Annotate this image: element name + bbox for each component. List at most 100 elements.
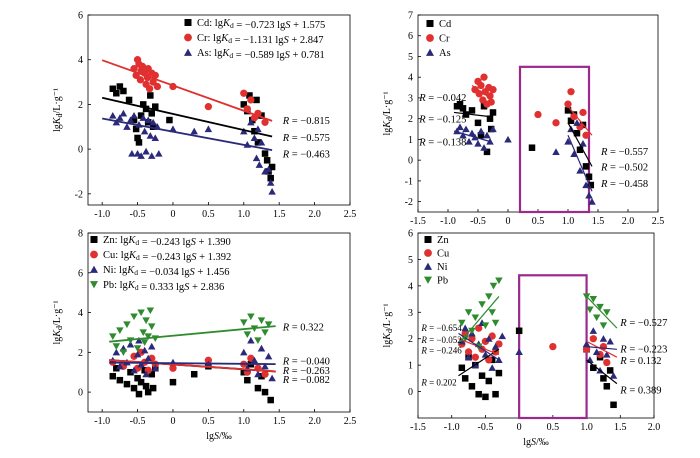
data-point [261, 150, 269, 157]
data-point [579, 139, 587, 147]
data-point [485, 356, 493, 364]
legend-marker-ni [424, 262, 432, 270]
data-point [126, 116, 135, 124]
data-point [475, 390, 482, 398]
y-tick-label: 6 [408, 229, 413, 240]
data-point [589, 327, 598, 334]
data-point [130, 313, 138, 321]
legend-label-cd: Cd [439, 19, 452, 30]
data-point [609, 372, 618, 379]
x-tick-label: 0 [517, 422, 522, 433]
data-point [247, 96, 255, 104]
r-value-label-right: R = −0.527 [619, 318, 667, 329]
data-point [589, 295, 598, 303]
r-value-label-right: R = −0.502 [600, 162, 648, 173]
data-point [133, 350, 142, 358]
fit-segment-pb [586, 296, 618, 329]
data-point [264, 321, 273, 329]
y-tick-label: 5 [408, 52, 413, 63]
data-point [130, 116, 138, 124]
data-point [130, 384, 138, 392]
data-point [116, 114, 124, 121]
data-point [267, 174, 274, 182]
legend: Cd Cr As [426, 19, 452, 59]
legend-label-cu: Cu: lgKd = −0.243 lgS + 1.392 [103, 250, 231, 263]
data-point [204, 125, 213, 133]
x-tick-label: 2.5 [344, 416, 357, 427]
data-point [135, 336, 143, 344]
data-point [258, 112, 265, 119]
x-tick-label: 2.0 [622, 216, 635, 227]
data-point [261, 370, 269, 378]
data-point [482, 393, 489, 401]
x-tick-label: -1.5 [410, 422, 426, 433]
data-point [147, 92, 154, 99]
data-point [478, 301, 486, 308]
data-point [119, 349, 128, 356]
data-point [552, 119, 560, 127]
fit-segment-cr [471, 85, 491, 99]
legend-label-pb: Pb: lgKd = 0.333 lgS + 2.836 [103, 280, 224, 293]
series-cr [471, 73, 590, 139]
data-point [261, 388, 269, 396]
x-tick-label: -0.5 [130, 416, 146, 427]
data-point [461, 375, 469, 382]
data-point [481, 350, 490, 358]
data-point [471, 353, 479, 361]
data-point [144, 354, 152, 362]
y-axis-label: lgKd/L·g⁻¹ [52, 88, 64, 132]
r-value-label: R = −0.815 [282, 116, 330, 127]
data-point [461, 324, 469, 332]
data-point [113, 89, 120, 97]
data-point [133, 345, 142, 352]
data-point [582, 131, 590, 139]
y-tick-label: 1 [408, 361, 413, 372]
y-axis-label-text: lgKd/L·g⁻¹ [382, 92, 394, 136]
r-value-label: R = −0.463 [282, 150, 330, 161]
data-point [149, 123, 157, 131]
data-point [480, 73, 488, 81]
data-point [137, 112, 145, 119]
data-point [149, 384, 157, 392]
data-point [204, 356, 213, 364]
data-point [599, 335, 608, 342]
data-point [116, 376, 124, 384]
y-axis-label-text: lgKd/L·g⁻¹ [382, 304, 394, 348]
data-point [142, 147, 150, 155]
y-tick-label: 4 [78, 55, 83, 66]
data-point [240, 348, 248, 356]
data-point [485, 377, 493, 385]
data-point [116, 362, 124, 370]
data-point [113, 364, 120, 372]
r-value-label-left: R = −0.654 [420, 323, 462, 333]
x-tick-label: -0.5 [478, 422, 494, 433]
data-point [488, 309, 496, 316]
x-tick-label: 2.0 [308, 209, 321, 220]
data-point [261, 329, 269, 337]
data-point [109, 85, 117, 93]
data-point [495, 369, 503, 377]
x-tick-label: 0.5 [547, 422, 560, 433]
data-point [480, 144, 488, 151]
data-point [492, 390, 499, 398]
r-value-label: R = −0.040 [282, 356, 330, 367]
x-tick-label: -0.5 [470, 216, 486, 227]
r-value-label-right: R = 0.132 [619, 356, 661, 367]
data-point [144, 333, 152, 341]
data-point [576, 166, 584, 174]
data-point [139, 114, 147, 121]
data-point [169, 364, 177, 372]
x-tick-label: 2.0 [308, 416, 321, 427]
data-point [462, 111, 470, 118]
data-point [489, 109, 497, 116]
highlight-box [518, 65, 591, 214]
data-point [468, 383, 476, 390]
data-point [137, 152, 145, 159]
fit-line-cr [101, 59, 273, 122]
data-point [589, 335, 597, 343]
data-point [126, 340, 135, 348]
x-tick-label: 0 [506, 216, 511, 227]
legend-marker-ni [90, 265, 98, 273]
data-point [140, 346, 149, 354]
series-as [453, 119, 596, 205]
